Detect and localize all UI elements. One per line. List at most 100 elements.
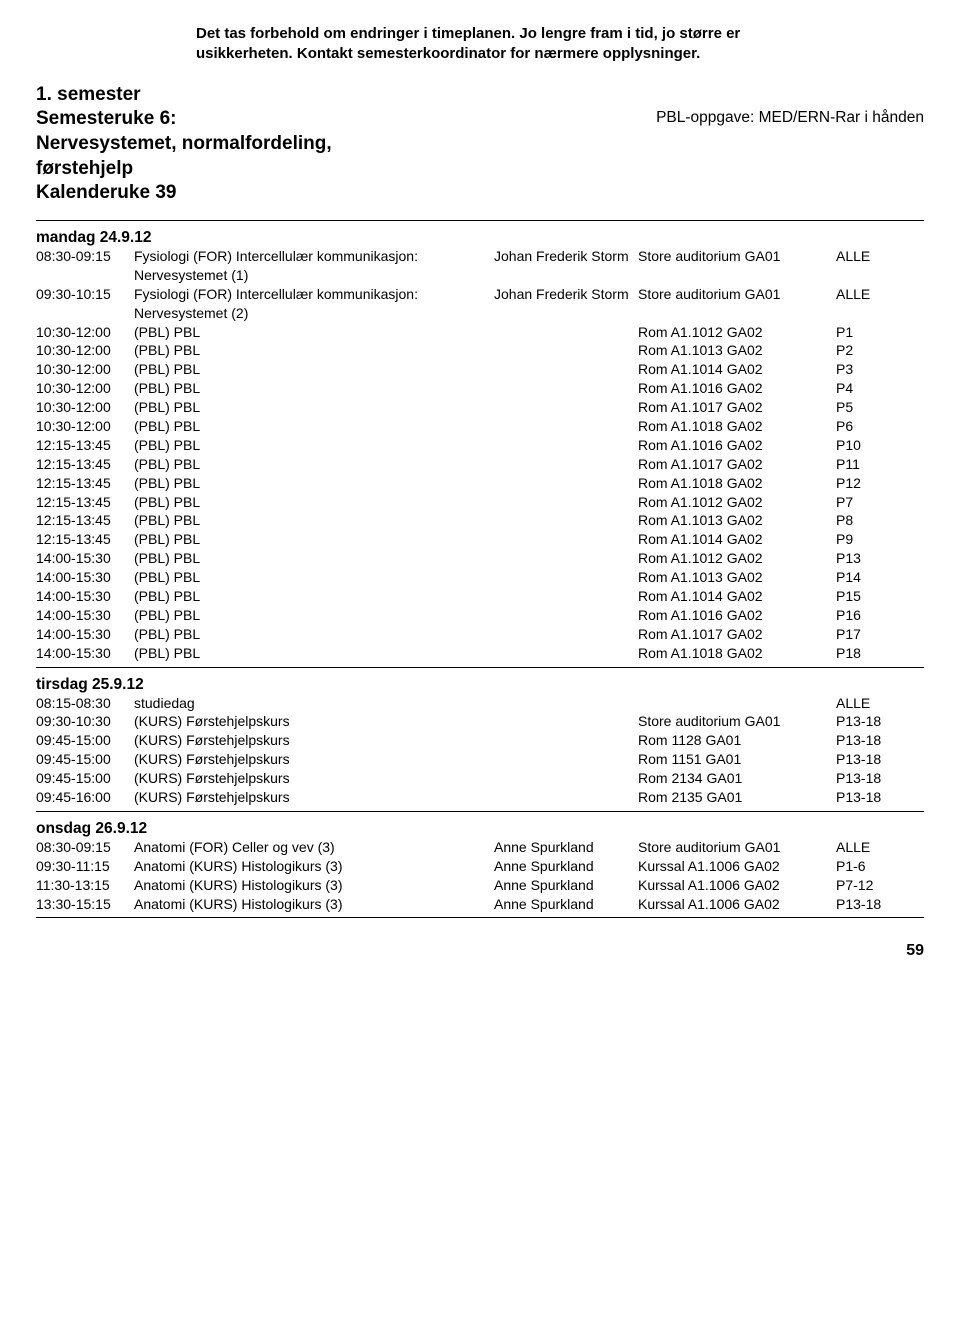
schedule-group: P16 (836, 606, 904, 625)
schedule-description: (PBL) PBL (134, 568, 494, 587)
schedule-lecturer (494, 511, 638, 530)
schedule-description: (KURS) Førstehjelpskurs (134, 731, 494, 750)
schedule-description: (KURS) Førstehjelpskurs (134, 712, 494, 731)
schedule-lecturer (494, 323, 638, 342)
schedule-lecturer (494, 493, 638, 512)
schedule-group: P13-18 (836, 769, 904, 788)
header-right: PBL-oppgave: MED/ERN-Rar i hånden (656, 83, 924, 127)
schedule-description: (PBL) PBL (134, 587, 494, 606)
page-number: 59 (36, 942, 924, 960)
schedule-lecturer: Johan Frederik Storm (494, 285, 638, 323)
schedule-room: Rom 2134 GA01 (638, 769, 836, 788)
schedule-description: (PBL) PBL (134, 549, 494, 568)
schedule-group: P1 (836, 323, 904, 342)
schedule-lecturer (494, 341, 638, 360)
schedule-group: P1-6 (836, 857, 904, 876)
schedule-row: 10:30-12:00(PBL) PBLRom A1.1018 GA02P6 (36, 417, 924, 436)
header-line4: førstehjelp (36, 157, 332, 182)
schedule-time: 14:00-15:30 (36, 587, 134, 606)
schedule-description: Anatomi (KURS) Histologikurs (3) (134, 876, 494, 895)
schedule-row: 08:30-09:15Fysiologi (FOR) Intercellulær… (36, 247, 924, 285)
schedule-description: (PBL) PBL (134, 455, 494, 474)
schedule-description: (PBL) PBL (134, 625, 494, 644)
schedule-room: Kurssal A1.1006 GA02 (638, 895, 836, 914)
schedule-time: 09:45-15:00 (36, 731, 134, 750)
disclaimer-text: Det tas forbehold om endringer i timepla… (36, 24, 924, 65)
schedule-group: P4 (836, 379, 904, 398)
schedule-group: P11 (836, 455, 904, 474)
schedule-room: Rom A1.1013 GA02 (638, 341, 836, 360)
schedule-lecturer: Anne Spurkland (494, 838, 638, 857)
schedule-lecturer (494, 568, 638, 587)
schedule-room: Rom A1.1016 GA02 (638, 436, 836, 455)
schedule-lecturer (494, 644, 638, 663)
schedule-group: P2 (836, 341, 904, 360)
schedule-description: Fysiologi (FOR) Intercellulær kommunikas… (134, 285, 494, 323)
schedule-lecturer (494, 549, 638, 568)
schedule-group: P18 (836, 644, 904, 663)
schedule-row: 14:00-15:30(PBL) PBLRom A1.1013 GA02P14 (36, 568, 924, 587)
schedule-row: 08:15-08:30studiedagALLE (36, 694, 924, 713)
schedule-lecturer (494, 398, 638, 417)
schedule-lecturer (494, 360, 638, 379)
schedule-time: 14:00-15:30 (36, 568, 134, 587)
schedule-room: Rom A1.1012 GA02 (638, 323, 836, 342)
schedule-time: 14:00-15:30 (36, 625, 134, 644)
schedule-room: Rom 2135 GA01 (638, 788, 836, 807)
header-line1: 1. semester (36, 83, 332, 108)
schedule-time: 10:30-12:00 (36, 323, 134, 342)
schedule-group: P15 (836, 587, 904, 606)
schedule-lecturer (494, 769, 638, 788)
schedule-description: Anatomi (FOR) Celler og vev (3) (134, 838, 494, 857)
schedule-time: 13:30-15:15 (36, 895, 134, 914)
schedule-time: 14:00-15:30 (36, 606, 134, 625)
schedule-description: (PBL) PBL (134, 417, 494, 436)
schedule-description: (PBL) PBL (134, 360, 494, 379)
schedule-description: (PBL) PBL (134, 379, 494, 398)
schedule-row: 10:30-12:00(PBL) PBLRom A1.1017 GA02P5 (36, 398, 924, 417)
schedule-group: P7-12 (836, 876, 904, 895)
schedule-row: 09:45-16:00(KURS) FørstehjelpskursRom 21… (36, 788, 924, 807)
schedule-room: Rom A1.1014 GA02 (638, 360, 836, 379)
schedule-lecturer (494, 474, 638, 493)
schedule-lecturer (494, 455, 638, 474)
schedule-time: 09:30-10:15 (36, 285, 134, 323)
schedule-room: Store auditorium GA01 (638, 285, 836, 323)
schedule-row: 08:30-09:15Anatomi (FOR) Celler og vev (… (36, 838, 924, 857)
schedule-description: (PBL) PBL (134, 493, 494, 512)
schedule-time: 12:15-13:45 (36, 511, 134, 530)
schedule-time: 11:30-13:15 (36, 876, 134, 895)
schedule-room: Kurssal A1.1006 GA02 (638, 857, 836, 876)
schedule-time: 09:30-11:15 (36, 857, 134, 876)
day-separator-rule (36, 811, 924, 812)
schedule-room: Rom A1.1014 GA02 (638, 587, 836, 606)
schedule-lecturer (494, 694, 638, 713)
schedule-row: 12:15-13:45(PBL) PBLRom A1.1012 GA02P7 (36, 493, 924, 512)
schedule-lecturer (494, 436, 638, 455)
schedule-row: 14:00-15:30(PBL) PBLRom A1.1018 GA02P18 (36, 644, 924, 663)
schedule-room: Rom A1.1012 GA02 (638, 549, 836, 568)
schedule-group: P13-18 (836, 750, 904, 769)
schedule-room: Rom A1.1017 GA02 (638, 398, 836, 417)
schedule-group: P3 (836, 360, 904, 379)
schedule-row: 13:30-15:15Anatomi (KURS) Histologikurs … (36, 895, 924, 914)
schedule-lecturer (494, 530, 638, 549)
schedule-time: 14:00-15:30 (36, 644, 134, 663)
schedule-room: Rom A1.1017 GA02 (638, 625, 836, 644)
schedule-description: (PBL) PBL (134, 474, 494, 493)
schedule-lecturer: Anne Spurkland (494, 895, 638, 914)
schedule-room: Rom A1.1013 GA02 (638, 568, 836, 587)
schedule-row: 14:00-15:30(PBL) PBLRom A1.1016 GA02P16 (36, 606, 924, 625)
schedule-time: 08:30-09:15 (36, 247, 134, 285)
schedule-description: (PBL) PBL (134, 606, 494, 625)
schedule-description: (PBL) PBL (134, 530, 494, 549)
schedule-group: P13-18 (836, 895, 904, 914)
schedule-room: Store auditorium GA01 (638, 712, 836, 731)
schedule-room: Rom A1.1016 GA02 (638, 379, 836, 398)
schedule-description: studiedag (134, 694, 494, 713)
header-left: 1. semester Semesteruke 6: Nervesystemet… (36, 83, 332, 206)
schedule-description: (PBL) PBL (134, 511, 494, 530)
schedule-row: 10:30-12:00(PBL) PBLRom A1.1016 GA02P4 (36, 379, 924, 398)
schedule-room: Rom A1.1018 GA02 (638, 417, 836, 436)
schedule-group: ALLE (836, 285, 904, 323)
